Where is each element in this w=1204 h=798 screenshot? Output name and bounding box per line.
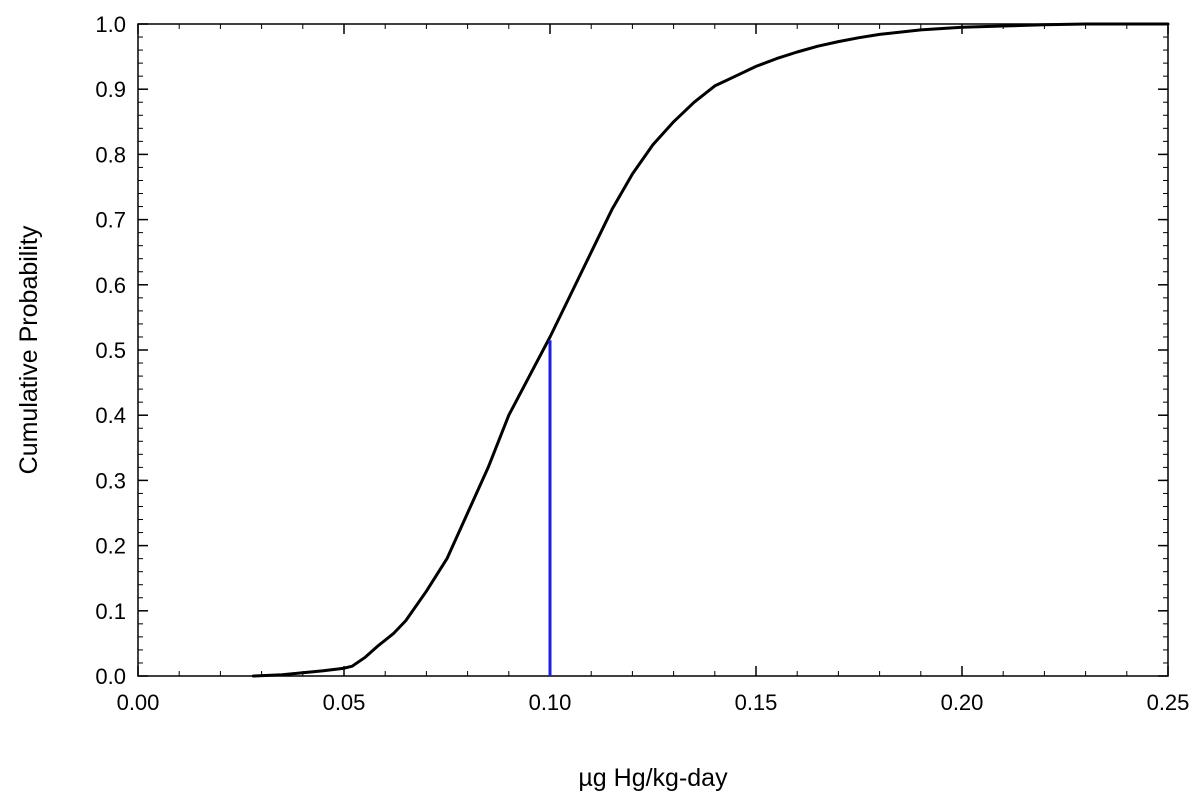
y-tick-label: 1.0 [95,12,126,37]
y-tick-label: 0.8 [95,142,126,167]
y-tick-labels: 0.0 0.1 0.2 0.3 0.4 0.5 0.6 0.7 0.8 0.9 1.0 [95,12,126,689]
x-tick-label: 0.10 [529,690,572,715]
cdf-series-line [251,22,1170,678]
x-axis-label: µg Hg/kg-day [578,764,728,792]
y-tick-label: 0.3 [95,468,126,493]
y-tick-label: 0.4 [95,403,126,428]
y-tick-label: 0.6 [95,273,126,298]
y-tick-label: 0.0 [95,664,126,689]
y-tick-label: 0.5 [95,338,126,363]
x-tick-label: 0.05 [323,690,366,715]
x-tick-labels: 0.00 0.05 0.10 0.15 0.20 0.25 [117,690,1190,715]
y-axis-label: Cumulative Probability [15,225,43,474]
y-tick-label: 0.2 [95,534,126,559]
x-tick-label: 0.20 [941,690,984,715]
x-tick-label: 0.15 [735,690,778,715]
x-tick-label: 0.00 [117,690,160,715]
y-tick-label: 0.1 [95,599,126,624]
y-tick-label: 0.9 [95,77,126,102]
y-tick-label: 0.7 [95,208,126,233]
x-tick-label: 0.25 [1147,690,1190,715]
plot-area [137,23,1169,677]
